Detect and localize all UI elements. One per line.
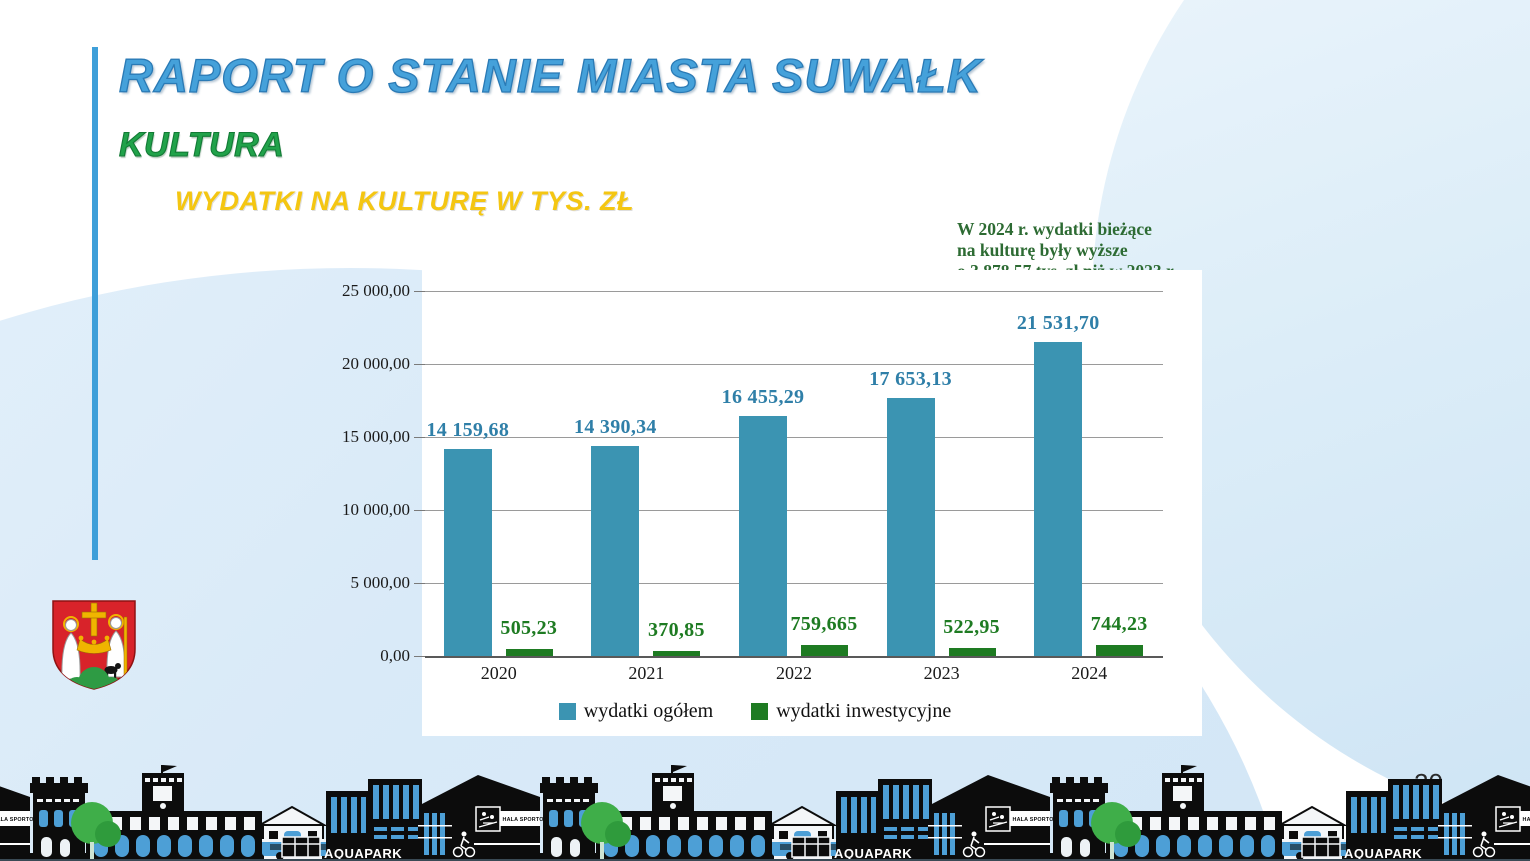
- value-label-wydatki inwestycyjne-2024: 744,23: [1090, 613, 1148, 635]
- dog-leg: [114, 672, 117, 678]
- skyline-tile: [27, 765, 554, 861]
- bar-wydatki inwestycyjne-2022: [801, 645, 848, 656]
- value-label-wydatki inwestycyjne-2020: 505,23: [500, 617, 558, 639]
- y-tick: [414, 583, 425, 584]
- bar-wydatki inwestycyjne-2021: [653, 651, 701, 656]
- bar-wydatki ogółem-2023: [886, 398, 935, 656]
- crown-ball: [104, 635, 110, 641]
- value-label-wydatki inwestycyjne-2023: 522,95: [943, 616, 1000, 638]
- dog-head: [115, 663, 121, 669]
- bar-wydatki ogółem-2021: [591, 446, 640, 656]
- saint-right-head: [110, 617, 122, 629]
- chart-title: WYDATKI NA KULTURĘ W TYS. ZŁ: [175, 186, 634, 216]
- y-tick: [414, 510, 425, 511]
- gridline: [425, 510, 1163, 511]
- legend-swatch: [558, 703, 576, 720]
- y-tick: [414, 437, 425, 438]
- bar-wydatki inwestycyjne-2024: [1096, 645, 1144, 656]
- y-tick-label: 5 000,00: [350, 573, 411, 592]
- y-tick: [414, 364, 425, 365]
- crown-ball: [78, 635, 84, 641]
- y-tick: [414, 291, 425, 292]
- x-category-label: 2020: [480, 663, 517, 683]
- legend-item-wydatki inwestycyjne: wydatki inwestycyjne: [751, 700, 951, 723]
- value-label-wydatki ogółem-2022: 16 455,29: [721, 386, 805, 408]
- y-tick-label: 0,00: [380, 646, 410, 665]
- bar-wydatki ogółem-2022: [739, 416, 787, 656]
- legend-swatch: [751, 703, 769, 720]
- value-label-wydatki inwestycyjne-2021: 370,85: [647, 619, 705, 641]
- value-label-wydatki ogółem-2024: 21 531,70: [1016, 312, 1100, 334]
- x-category-label: 2022: [776, 663, 812, 683]
- accent-vertical-bar: [92, 47, 98, 560]
- legend-item-wydatki ogółem: wydatki ogółem: [558, 700, 714, 723]
- chart-legend: wydatki ogółem wydatki inwestycyjne: [365, 700, 1145, 723]
- saint-left: [61, 632, 81, 680]
- gridline: [425, 583, 1163, 584]
- gridline: [425, 291, 1163, 292]
- y-tick-label: 15 000,00: [342, 427, 410, 446]
- skyline-tile: [1047, 765, 1530, 861]
- bar-wydatki ogółem-2020: [443, 449, 492, 656]
- bar-wydatki inwestycyjne-2023: [948, 648, 996, 656]
- suwalki-coat-of-arms: [52, 600, 136, 690]
- saint-left-head: [65, 619, 77, 631]
- gridline: [425, 437, 1163, 438]
- cross-horizontal: [81, 611, 107, 619]
- value-label-wydatki ogółem-2021: 14 390,34: [574, 416, 657, 438]
- crown: [76, 638, 112, 654]
- page-title: RAPORT O STANIE MIASTA SUWAŁK: [118, 48, 982, 102]
- value-label-wydatki ogółem-2023: 17 653,13: [869, 368, 952, 390]
- y-tick-label: 20 000,00: [342, 354, 410, 373]
- x-category-label: 2023: [923, 663, 960, 683]
- value-label-wydatki ogółem-2020: 14 159,68: [426, 419, 510, 441]
- x-category-label: 2024: [1071, 663, 1108, 683]
- cross-vertical: [90, 602, 98, 637]
- section-title: KULTURA: [118, 125, 285, 164]
- bar-wydatki inwestycyjne-2020: [505, 649, 553, 656]
- mound-center: [78, 667, 110, 689]
- x-axis-line: [425, 656, 1163, 658]
- y-tick-label: 10 000,00: [342, 500, 410, 519]
- crown-ball: [91, 639, 97, 645]
- skyline-tile: [537, 765, 1064, 861]
- skyline-base-line: [0, 859, 1530, 861]
- crozier: [123, 616, 128, 678]
- y-tick-label: 25 000,00: [342, 281, 410, 300]
- city-skyline: AQUAPARK HALA SPORTOWA: [0, 765, 1530, 861]
- value-label-wydatki inwestycyjne-2022: 759,665: [790, 613, 858, 635]
- legend-label: wydatki ogółem: [583, 700, 714, 722]
- bar-wydatki ogółem-2024: [1034, 342, 1083, 656]
- x-category-label: 2021: [628, 663, 665, 683]
- y-tick: [414, 656, 425, 657]
- legend-label: wydatki inwestycyjne: [776, 700, 952, 722]
- gridline: [425, 364, 1163, 365]
